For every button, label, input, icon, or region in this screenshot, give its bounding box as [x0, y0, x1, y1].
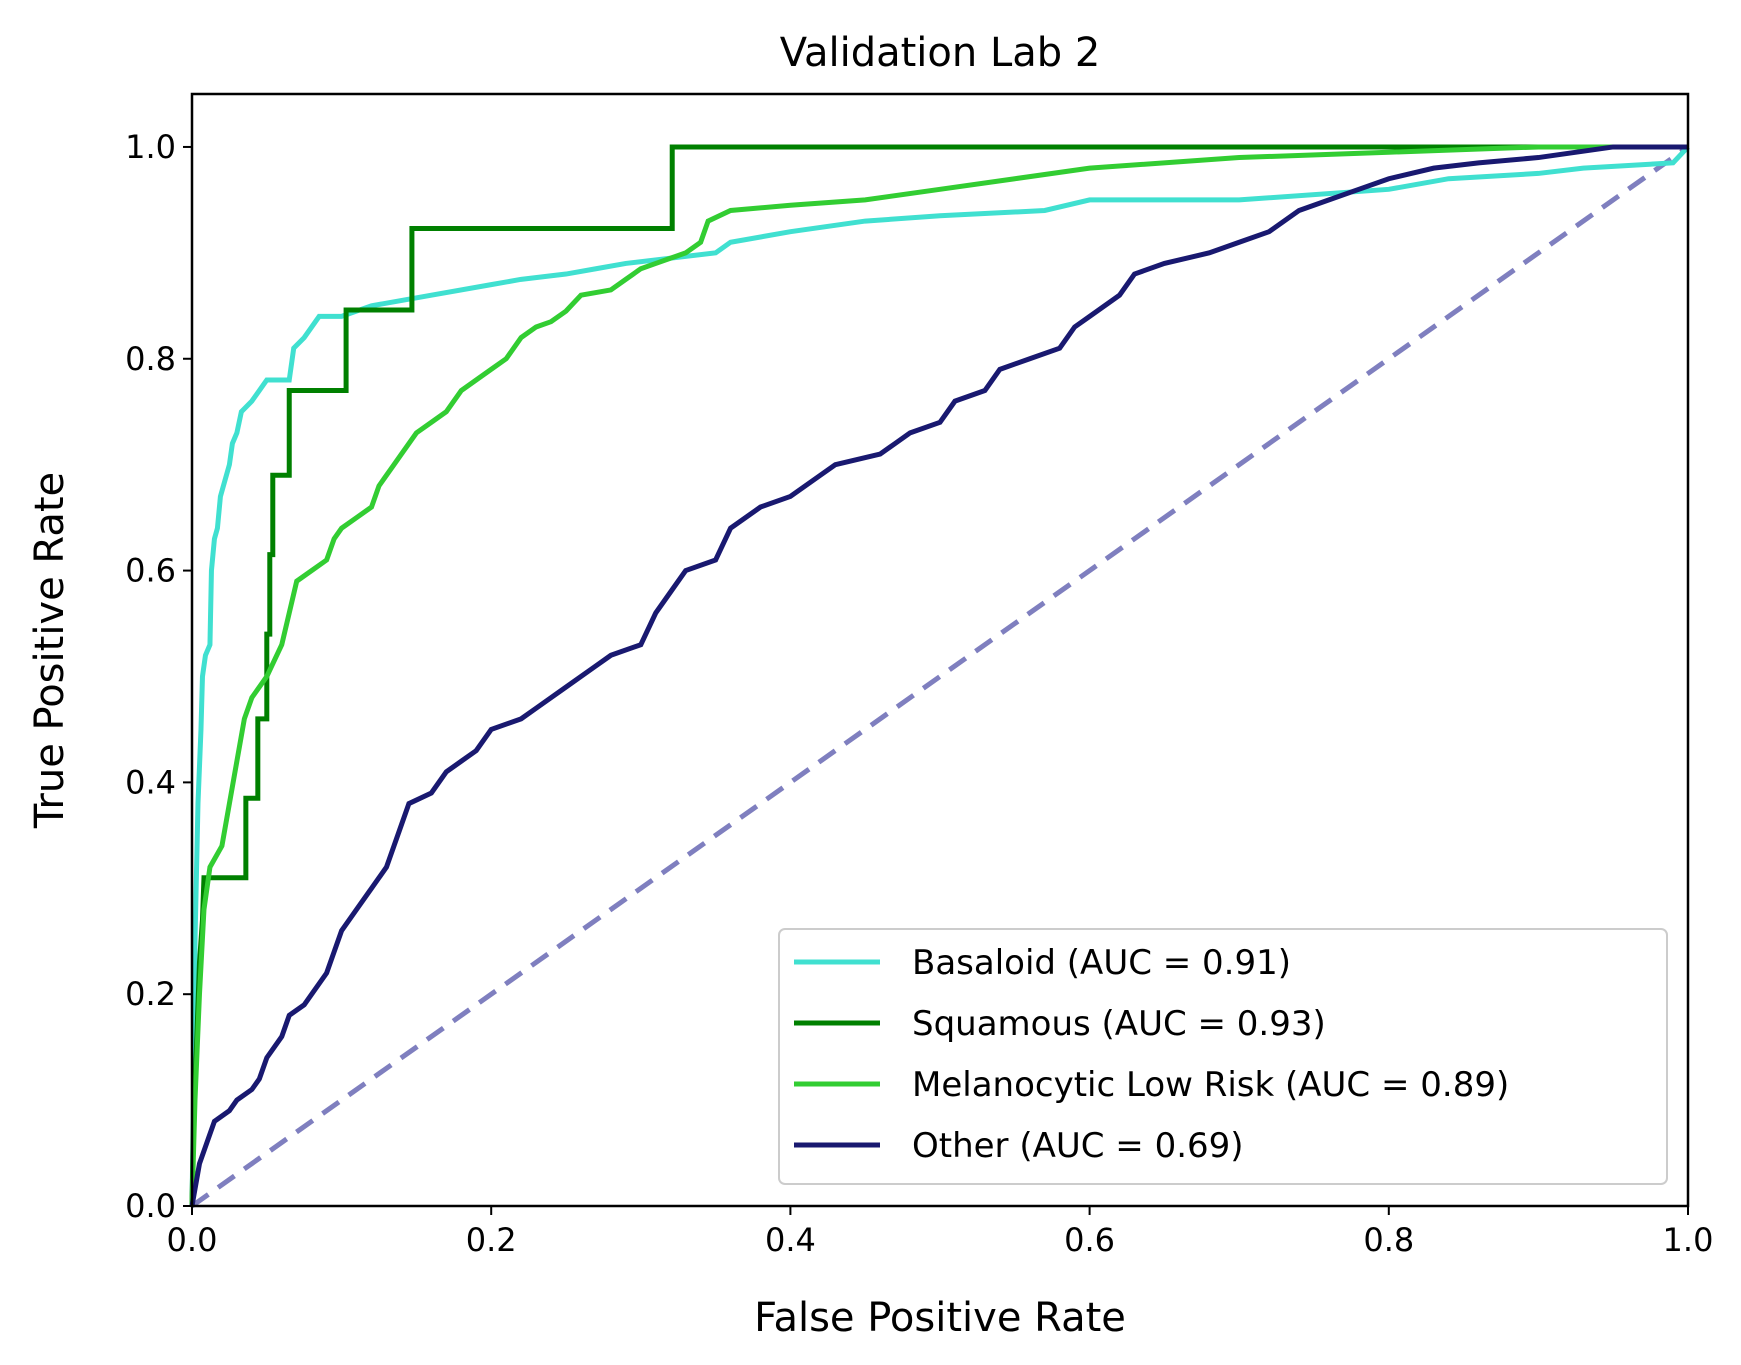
y-tick-label: 0.2 [125, 975, 176, 1013]
x-axis: 0.0 0.2 0.4 0.6 0.8 1.0 [167, 1206, 1714, 1259]
x-tick-label: 0.2 [466, 1221, 517, 1259]
series-line-basaloid [189, 145, 1690, 1207]
y-axis-label: True Positive Rate [27, 472, 73, 829]
y-tick-label: 0.8 [125, 340, 176, 378]
x-tick-label: 0.0 [167, 1221, 218, 1259]
legend-label-melanocytic-low-risk: Melanocytic Low Risk (AUC = 0.89) [912, 1065, 1509, 1105]
x-tick-label: 1.0 [1663, 1221, 1714, 1259]
legend-label-basaloid: Basaloid (AUC = 0.91) [912, 943, 1291, 983]
legend: Basaloid (AUC = 0.91) Squamous (AUC = 0.… [778, 928, 1668, 1185]
legend-label-squamous: Squamous (AUC = 0.93) [912, 1004, 1326, 1044]
plot-frame [190, 92, 1690, 1208]
y-tick-label: 0.0 [125, 1187, 176, 1225]
y-tick-label: 0.6 [125, 552, 176, 590]
x-tick-label: 0.6 [1064, 1221, 1115, 1259]
series-line-melanocytic-low-risk [189, 144, 1688, 1207]
plot-lines [189, 144, 1690, 1209]
legend-box [778, 928, 1668, 1185]
x-axis-label: False Positive Rate [754, 1295, 1126, 1341]
chance-diagonal-line [190, 144, 1690, 1209]
y-axis: 0.0 0.2 0.4 0.6 0.8 1.0 [125, 128, 192, 1225]
x-tick-label: 0.4 [765, 1221, 816, 1259]
x-tick-label: 0.8 [1363, 1221, 1414, 1259]
y-tick-label: 1.0 [125, 128, 176, 166]
series-line-other [189, 144, 1688, 1207]
y-tick-label: 0.4 [125, 763, 176, 801]
legend-label-other: Other (AUC = 0.69) [912, 1126, 1244, 1166]
chart-title: Validation Lab 2 [780, 30, 1101, 76]
